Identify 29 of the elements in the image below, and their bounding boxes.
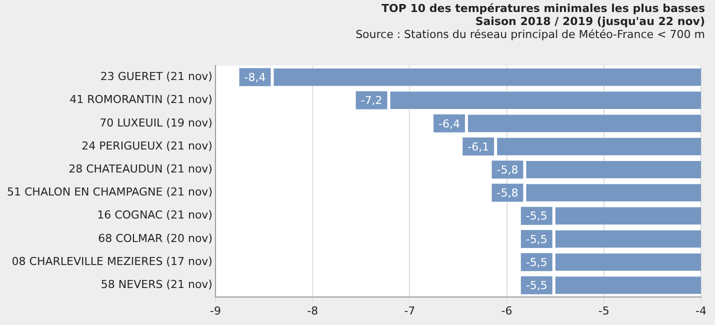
data-label: -6,4: [438, 117, 460, 130]
data-label: -7,2: [360, 94, 382, 108]
chart-subtitle: Saison 2018 / 2019 (jusqu'au 22 nov): [474, 15, 705, 28]
data-label: -6,1: [468, 140, 490, 154]
y-tick-label: 24 PERIGUEUX (21 nov): [82, 139, 212, 152]
y-tick-label: 41 ROMORANTIN (21 nov): [70, 93, 212, 106]
y-tick-label: 51 CHALON EN CHAMPAGNE (21 nov): [7, 186, 212, 199]
y-tick-label: 16 COGNAC (21 nov): [97, 208, 212, 222]
y-tick-label: 28 CHATEAUDUN (21 nov): [68, 162, 212, 176]
data-label: -5,8: [496, 164, 518, 176]
x-tick-label: -8: [307, 304, 318, 318]
y-tick-label: 08 CHARLEVILLE MEZIERES (17 nov): [12, 254, 212, 268]
y-tick-label: 58 NEVERS (21 nov): [100, 278, 212, 292]
y-tick-label: 68 COLMAR (20 nov): [98, 232, 212, 245]
data-label: -5,5: [526, 279, 548, 292]
data-label: -8,4: [244, 71, 266, 84]
data-label: -5,5: [526, 232, 548, 246]
y-tick-label: 23 GUERET (21 nov): [100, 70, 212, 84]
x-tick-label: -4: [696, 304, 706, 318]
x-tick-label: -6: [501, 304, 512, 318]
data-label: -5,5: [526, 210, 548, 223]
x-tick-label: -5: [598, 304, 610, 318]
source-note: Source : Stations du réseau principal de Météo-France < 700 m: [356, 28, 705, 41]
data-label: -5,5: [526, 256, 548, 269]
data-label: -5,8: [496, 186, 518, 200]
x-tick-label: -9: [210, 304, 221, 318]
chart-title: TOP 10 des températures minimales les plus basses: [380, 2, 705, 15]
x-tick-label: -7: [404, 304, 416, 318]
y-tick-label: 70 LUXEUIL (19 nov): [100, 116, 212, 130]
